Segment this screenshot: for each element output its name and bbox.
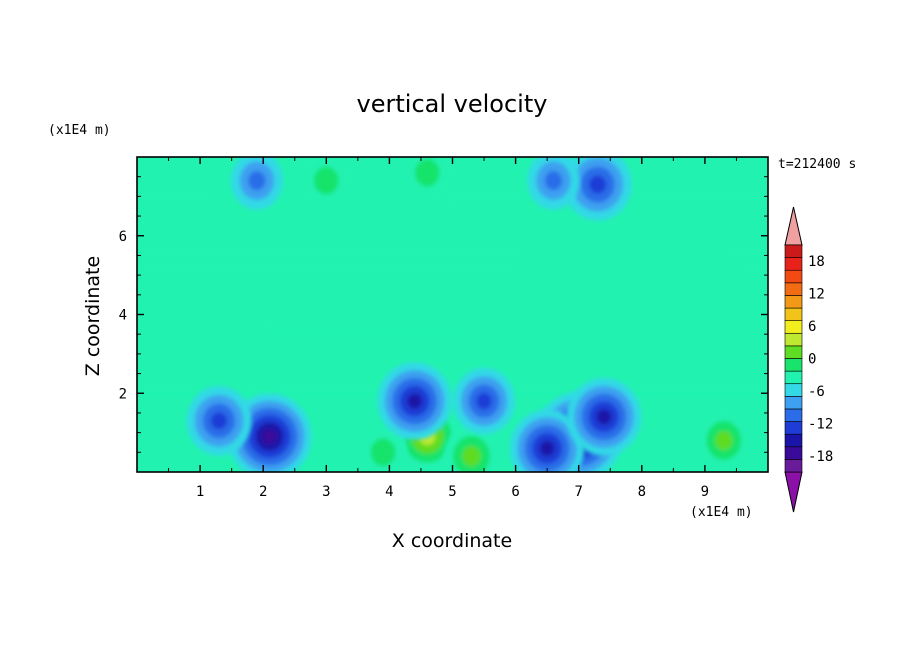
colorbar-segment xyxy=(784,307,803,321)
chart-title: vertical velocity xyxy=(357,90,548,118)
colorbar-over-triangle xyxy=(784,206,803,246)
colorbar-segment xyxy=(784,332,803,347)
y-tick-label: 4 xyxy=(119,308,127,324)
downdraft-cell xyxy=(566,378,642,456)
field-band xyxy=(137,338,768,390)
updraft-cell xyxy=(402,157,452,201)
x-scale-label: (x1E4 m) xyxy=(690,505,753,520)
y-scale-label: (x1E4 m) xyxy=(48,123,111,138)
x-tick-label: 5 xyxy=(448,484,456,500)
x-tick-label: 6 xyxy=(511,484,519,500)
x-axis-ticks: 1 2 3 4 5 6 7 8 9 xyxy=(168,157,737,500)
field-band xyxy=(263,294,485,331)
colorbar: 18 12 6 0 -6 -12 -18 xyxy=(784,206,833,513)
colorbar-segment xyxy=(784,383,803,397)
x-tick-label: 9 xyxy=(701,484,709,500)
y-tick-label: 6 xyxy=(119,229,127,245)
updraft-cell xyxy=(301,157,351,209)
colorbar-segment xyxy=(784,257,803,271)
colorbar-segment xyxy=(784,320,803,334)
colorbar-segment xyxy=(784,446,803,460)
colorbar-segment xyxy=(784,244,803,258)
colorbar-under-triangle xyxy=(784,471,803,513)
colorbar-segment xyxy=(784,459,803,473)
colorbar-tick-label: -12 xyxy=(808,416,833,432)
y-axis-label: Z coordinate xyxy=(82,256,104,376)
colorbar-segment xyxy=(784,433,803,448)
x-tick-label: 4 xyxy=(385,484,393,500)
downdraft-cell xyxy=(509,409,585,472)
updraft-cell xyxy=(443,425,500,472)
colorbar-segment xyxy=(784,282,803,296)
colorbar-segment xyxy=(784,269,803,284)
updraft-cell xyxy=(358,424,408,472)
colorbar-segment xyxy=(784,345,803,359)
downdraft-cell xyxy=(186,386,252,456)
downdraft-cell xyxy=(563,157,632,221)
x-tick-label: 2 xyxy=(259,484,267,500)
plot-area: 1 2 3 4 5 6 7 8 9 2 4 6 xyxy=(119,156,769,500)
colorbar-tick-label: 18 xyxy=(808,254,825,270)
x-tick-label: 1 xyxy=(196,484,204,500)
downdraft-cell xyxy=(377,362,452,440)
time-label: t=212400 s xyxy=(778,157,856,172)
colorbar-segment xyxy=(784,295,803,309)
colorbar-tick-label: 12 xyxy=(808,287,825,303)
downdraft-cell xyxy=(527,157,580,210)
colorbar-segment xyxy=(784,396,803,410)
y-tick-label: 2 xyxy=(119,386,127,402)
colorbar-segment xyxy=(784,408,803,422)
colorbar-segment xyxy=(784,370,803,385)
x-tick-label: 8 xyxy=(638,484,646,500)
x-tick-label: 3 xyxy=(322,484,330,500)
y-axis-ticks: 2 4 6 xyxy=(119,176,768,453)
field-band xyxy=(515,251,737,291)
downdraft-cell xyxy=(453,367,515,435)
colorbar-segment xyxy=(784,421,803,435)
colorbar-tick-label: -6 xyxy=(808,384,825,400)
colorbar-tick-label: 0 xyxy=(808,352,816,368)
colorbar-tick-label: 6 xyxy=(808,319,816,335)
x-axis-label: X coordinate xyxy=(392,530,512,552)
updraft-cell xyxy=(697,411,750,470)
x-tick-label: 7 xyxy=(574,484,582,500)
colorbar-tick-label: -18 xyxy=(808,449,833,465)
colorbar-segment xyxy=(784,358,803,372)
downdraft-cell xyxy=(230,157,283,210)
